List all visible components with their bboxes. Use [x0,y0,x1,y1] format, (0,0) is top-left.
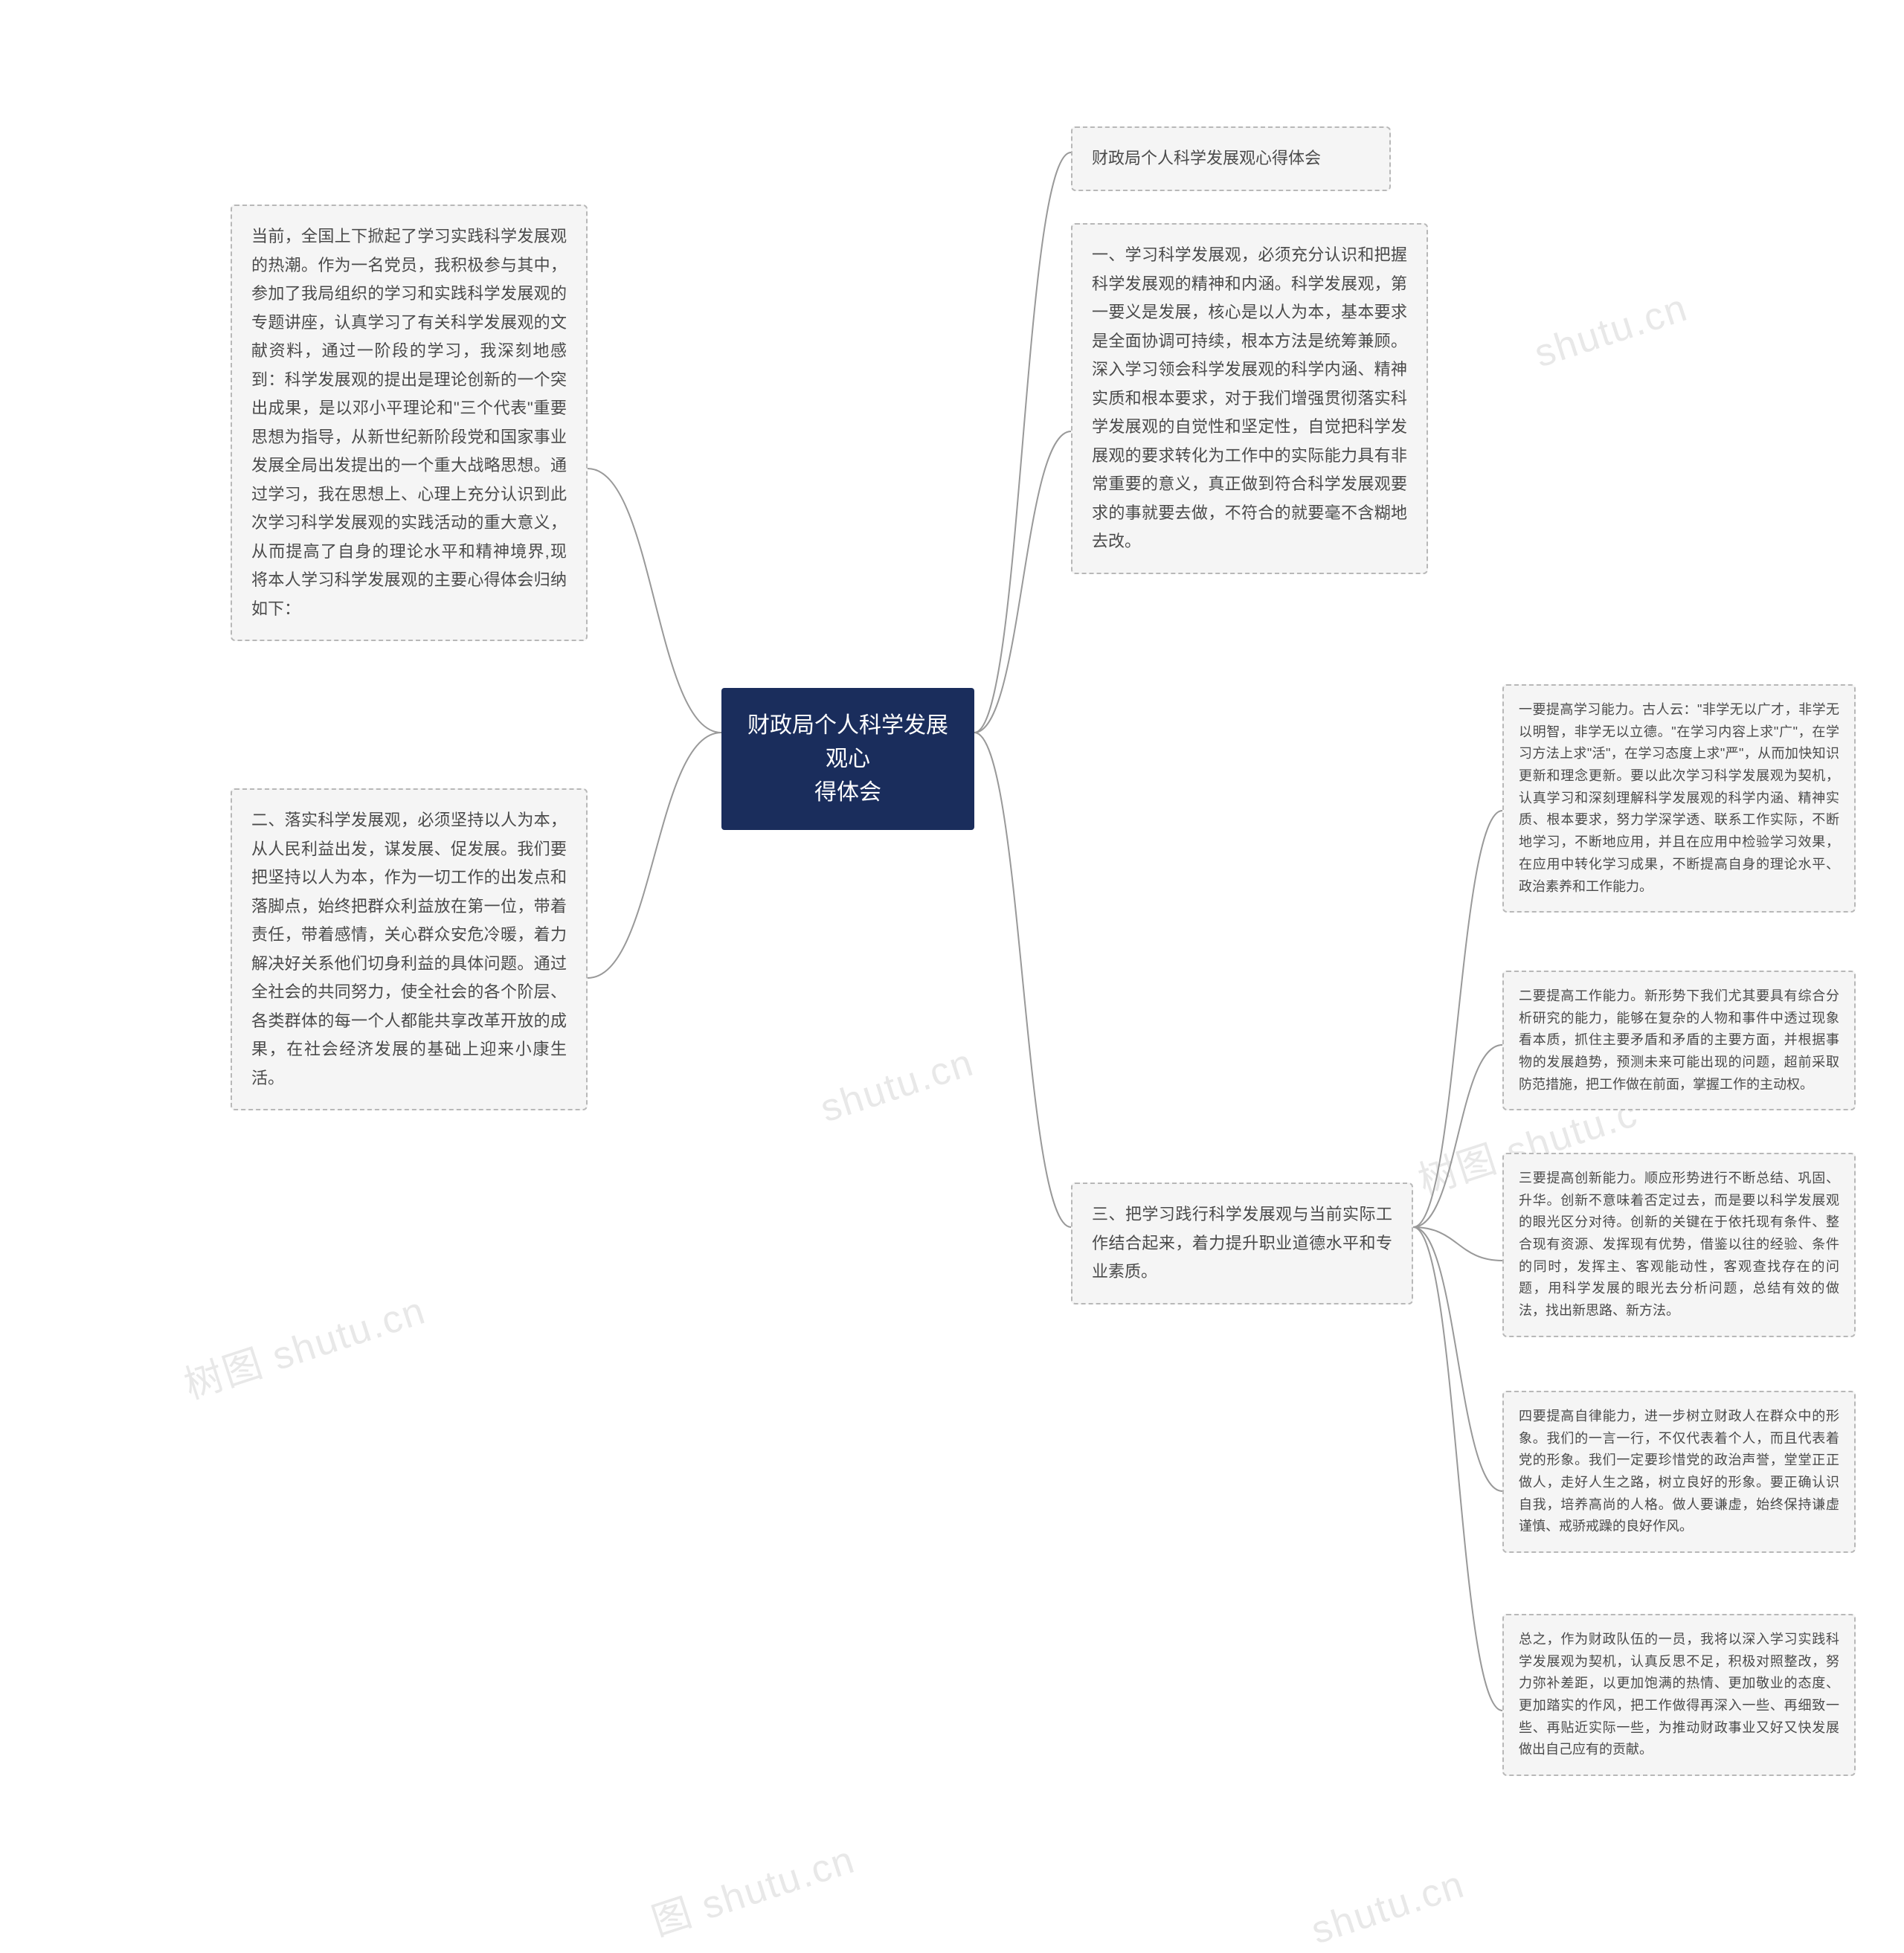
node-left1[interactable]: 当前，全国上下掀起了学习实践科学发展观的热潮。作为一名党员，我积极参与其中，参加… [231,205,588,641]
edge-right2-sub1 [1413,811,1502,1227]
edge-right2-sub3 [1413,1227,1502,1261]
edge-right2-sub2 [1413,1045,1502,1227]
edge-root-right2 [974,733,1071,1227]
root-node[interactable]: 财政局个人科学发展观心 得体会 [721,688,974,830]
node-right1[interactable]: 一、学习科学发展观，必须充分认识和把握科学发展观的精神和内涵。科学发展观，第一要… [1071,223,1428,574]
watermark: 树图 shutu.cn [176,1279,432,1409]
watermark: shutu.cn [1306,1862,1470,1953]
node-text: 一要提高学习能力。古人云："非学无以广才，非学无以明智，非学无以立德。"在学习内… [1519,702,1839,894]
watermark: shutu.cn [815,1040,980,1132]
node-text: 总之，作为财政队伍的一员，我将以深入学习实践科学发展观为契机，认真反思不足，积极… [1519,1632,1839,1757]
node-text: 四要提高自律能力，进一步树立财政人在群众中的形象。我们的一言一行，不仅代表着个人… [1519,1409,1839,1534]
watermark: 图 shutu.cn [643,1828,861,1946]
node-text: 二要提高工作能力。新形势下我们尤其要具有综合分析研究的能力，能够在复杂的人物和事… [1519,988,1839,1092]
edge-root-right1 [974,431,1071,733]
node-text: 财政局个人科学发展观心得体会 [1092,149,1321,167]
edge-right2-sub5 [1413,1227,1502,1711]
node-left2[interactable]: 二、落实科学发展观，必须坚持以人为本，从人民利益出发，谋发展、促发展。我们要把坚… [231,788,588,1110]
node-text: 三要提高创新能力。顺应形势进行不断总结、巩固、升华。创新不意味着否定过去，而是要… [1519,1171,1839,1318]
node-text: 一、学习科学发展观，必须充分认识和把握科学发展观的精神和内涵。科学发展观，第一要… [1092,245,1407,550]
node-sub4[interactable]: 四要提高自律能力，进一步树立财政人在群众中的形象。我们的一言一行，不仅代表着个人… [1502,1391,1856,1553]
edge-right2-sub4 [1413,1227,1502,1491]
node-sub3[interactable]: 三要提高创新能力。顺应形势进行不断总结、巩固、升华。创新不意味着否定过去，而是要… [1502,1153,1856,1337]
node-right-title[interactable]: 财政局个人科学发展观心得体会 [1071,126,1391,191]
node-sub1[interactable]: 一要提高学习能力。古人云："非学无以广才，非学无以明智，非学无以立德。"在学习内… [1502,684,1856,913]
edge-root-left1 [588,469,721,733]
watermark: shutu.cn [1529,286,1694,377]
node-text: 二、落实科学发展观，必须坚持以人为本，从人民利益出发，谋发展、促发展。我们要把坚… [251,811,567,1087]
node-text: 三、把学习践行科学发展观与当前实际工作结合起来，着力提升职业道德水平和专业素质。 [1092,1205,1392,1281]
node-right2[interactable]: 三、把学习践行科学发展观与当前实际工作结合起来，着力提升职业道德水平和专业素质。 [1071,1183,1413,1304]
node-text: 当前，全国上下掀起了学习实践科学发展观的热潮。作为一名党员，我积极参与其中，参加… [251,227,567,618]
node-sub2[interactable]: 二要提高工作能力。新形势下我们尤其要具有综合分析研究的能力，能够在复杂的人物和事… [1502,971,1856,1110]
edge-root-left2 [588,733,721,978]
edge-root-rtitle [974,152,1071,733]
root-label: 财政局个人科学发展观心 得体会 [747,713,948,805]
node-sub5[interactable]: 总之，作为财政队伍的一员，我将以深入学习实践科学发展观为契机，认真反思不足，积极… [1502,1614,1856,1776]
